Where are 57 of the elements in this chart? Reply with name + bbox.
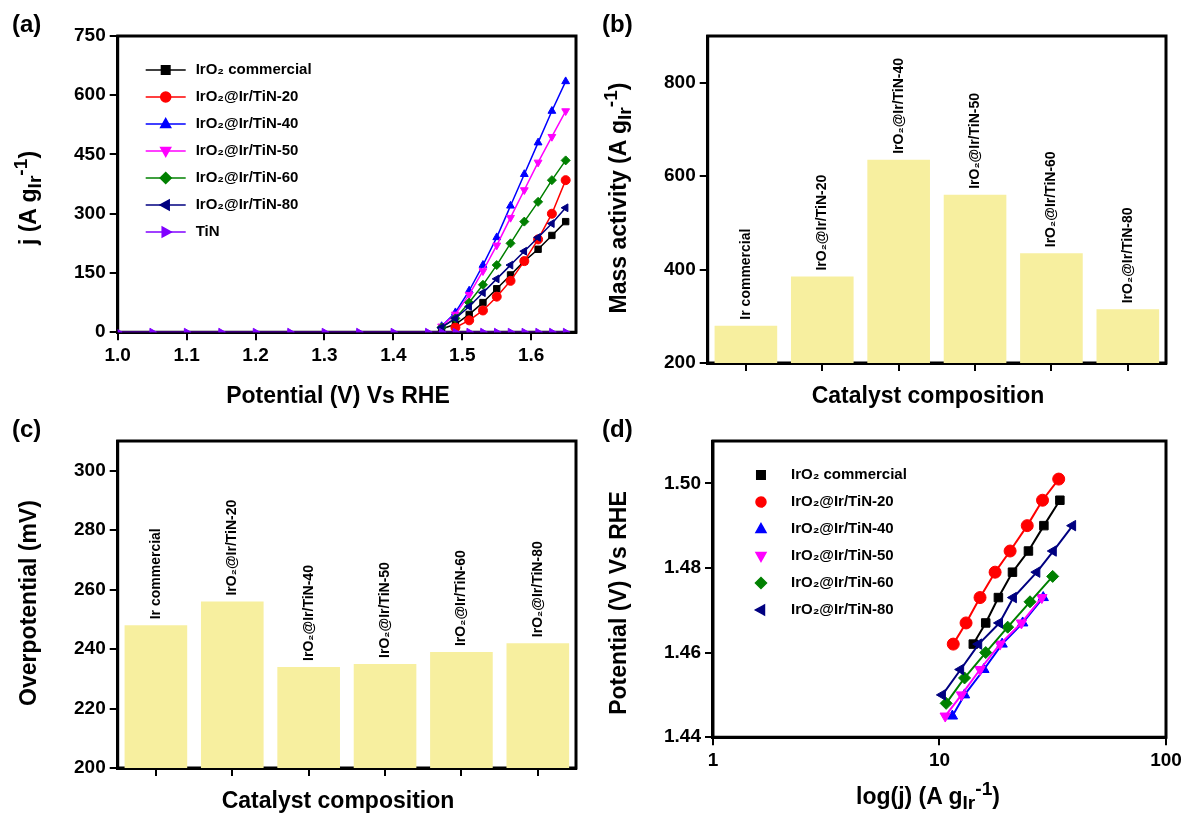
x-tick-label: Ir commercial — [736, 228, 753, 320]
x-tick-label: 100 — [1150, 748, 1182, 770]
y-tick-label: 600 — [664, 164, 696, 186]
x-tick-label: 1.1 — [173, 343, 201, 365]
chart-title: (a) — [12, 10, 42, 38]
x-tick-label: IrO₂@Ir/TiN-20 — [813, 174, 830, 271]
y-tick-label: 200 — [664, 351, 696, 373]
x-axis-title: log(j) (A g$_{Ir}$$^{-1}$) — [856, 777, 1000, 814]
y-tick-label: 800 — [664, 70, 696, 92]
y-tick-label: 260 — [74, 577, 106, 599]
y-tick-label: 450 — [74, 142, 106, 164]
y-tick-label: 1.46 — [664, 640, 701, 662]
x-axis-title: Potential (V) Vs RHE — [226, 382, 450, 409]
x-tick-label: 1.2 — [242, 343, 269, 365]
legend-label: IrO₂ commercial — [790, 465, 907, 483]
legend-label: IrO₂@Ir/TiN-80 — [195, 195, 299, 213]
y-tick-label: 0 — [95, 320, 106, 342]
y-tick-label: 150 — [74, 261, 106, 283]
y-tick-label: 300 — [74, 458, 106, 480]
legend-label: TiN — [195, 222, 220, 240]
legend-label: IrO₂@Ir/TiN-40 — [195, 114, 299, 132]
y-tick-label: 750 — [74, 24, 106, 46]
y-tick-label: 200 — [74, 756, 106, 778]
y-tick-label: 300 — [74, 201, 106, 223]
y-tick-label: 600 — [74, 83, 106, 105]
x-tick-label: Ir commercial — [146, 528, 163, 620]
x-tick-label: 1.6 — [517, 343, 545, 365]
y-tick-label: 220 — [74, 696, 106, 718]
y-axis-title: Overpotential (mV) — [14, 500, 42, 706]
x-tick-label: IrO₂@Ir/TiN-50 — [375, 561, 392, 658]
x-tick-label: IrO₂@Ir/TiN-40 — [299, 564, 316, 661]
chart-title: (b) — [602, 10, 633, 38]
y-tick-label: 1.44 — [664, 725, 702, 747]
x-tick-label: 10 — [928, 748, 951, 770]
x-axis-title: Catalyst composition — [221, 787, 455, 814]
x-tick-label: IrO₂@Ir/TiN-80 — [1118, 207, 1135, 304]
legend-label: IrO₂ commercial — [195, 60, 312, 78]
y-tick-label: 1.48 — [664, 556, 701, 578]
x-tick-label: IrO₂@Ir/TiN-60 — [1042, 151, 1059, 248]
y-tick-label: 1.50 — [664, 471, 701, 493]
x-tick-label: 1.3 — [311, 343, 338, 365]
x-tick-label: IrO₂@Ir/TiN-60 — [452, 549, 469, 647]
y-tick-label: 280 — [74, 518, 106, 540]
y-tick-label: 400 — [664, 257, 696, 279]
chart-title: (d) — [602, 415, 633, 443]
x-tick-label: 1.0 — [104, 343, 131, 365]
x-tick-label: 1 — [707, 748, 719, 770]
legend-label: IrO₂@Ir/TiN-20 — [790, 492, 894, 510]
y-tick-label: 240 — [74, 637, 106, 659]
x-tick-label: 1.4 — [380, 343, 407, 365]
x-tick-label: IrO₂@Ir/TiN-20 — [223, 499, 240, 596]
chart-title: (c) — [12, 415, 42, 443]
x-tick-label: IrO₂@Ir/TiN-80 — [528, 541, 545, 638]
y-axis-title: Potential (V) Vs RHE — [604, 491, 632, 715]
x-axis-title: Catalyst composition — [811, 382, 1045, 409]
legend-label: IrO₂@Ir/TiN-40 — [790, 519, 894, 537]
x-tick-label: 1.5 — [449, 343, 476, 365]
